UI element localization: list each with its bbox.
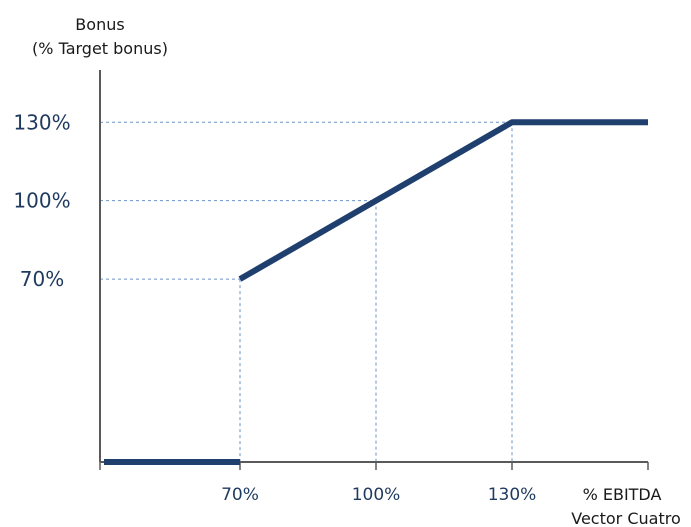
x-axis-label-line-1: % EBITDA bbox=[583, 485, 662, 504]
y-tick-labels: 70% 100% 130% bbox=[13, 110, 70, 291]
y-tick-label: 100% bbox=[13, 189, 70, 213]
x-tick-label: 100% bbox=[352, 485, 401, 505]
x-tick-label: 130% bbox=[488, 485, 537, 505]
y-tick-label: 70% bbox=[20, 267, 64, 291]
axes bbox=[99, 70, 648, 463]
y-axis-label-line-1: Bonus bbox=[75, 15, 124, 34]
y-axis-label-line-2: (% Target bonus) bbox=[32, 39, 168, 58]
reference-lines bbox=[100, 121, 513, 462]
x-tick-labels: 70% 100% 130% bbox=[221, 485, 536, 505]
x-axis-label-line-2: Vector Cuatro bbox=[571, 509, 680, 527]
series bbox=[104, 119, 648, 465]
y-tick-label: 130% bbox=[13, 110, 70, 134]
series-line bbox=[238, 119, 648, 282]
x-tick-label: 70% bbox=[221, 485, 259, 505]
